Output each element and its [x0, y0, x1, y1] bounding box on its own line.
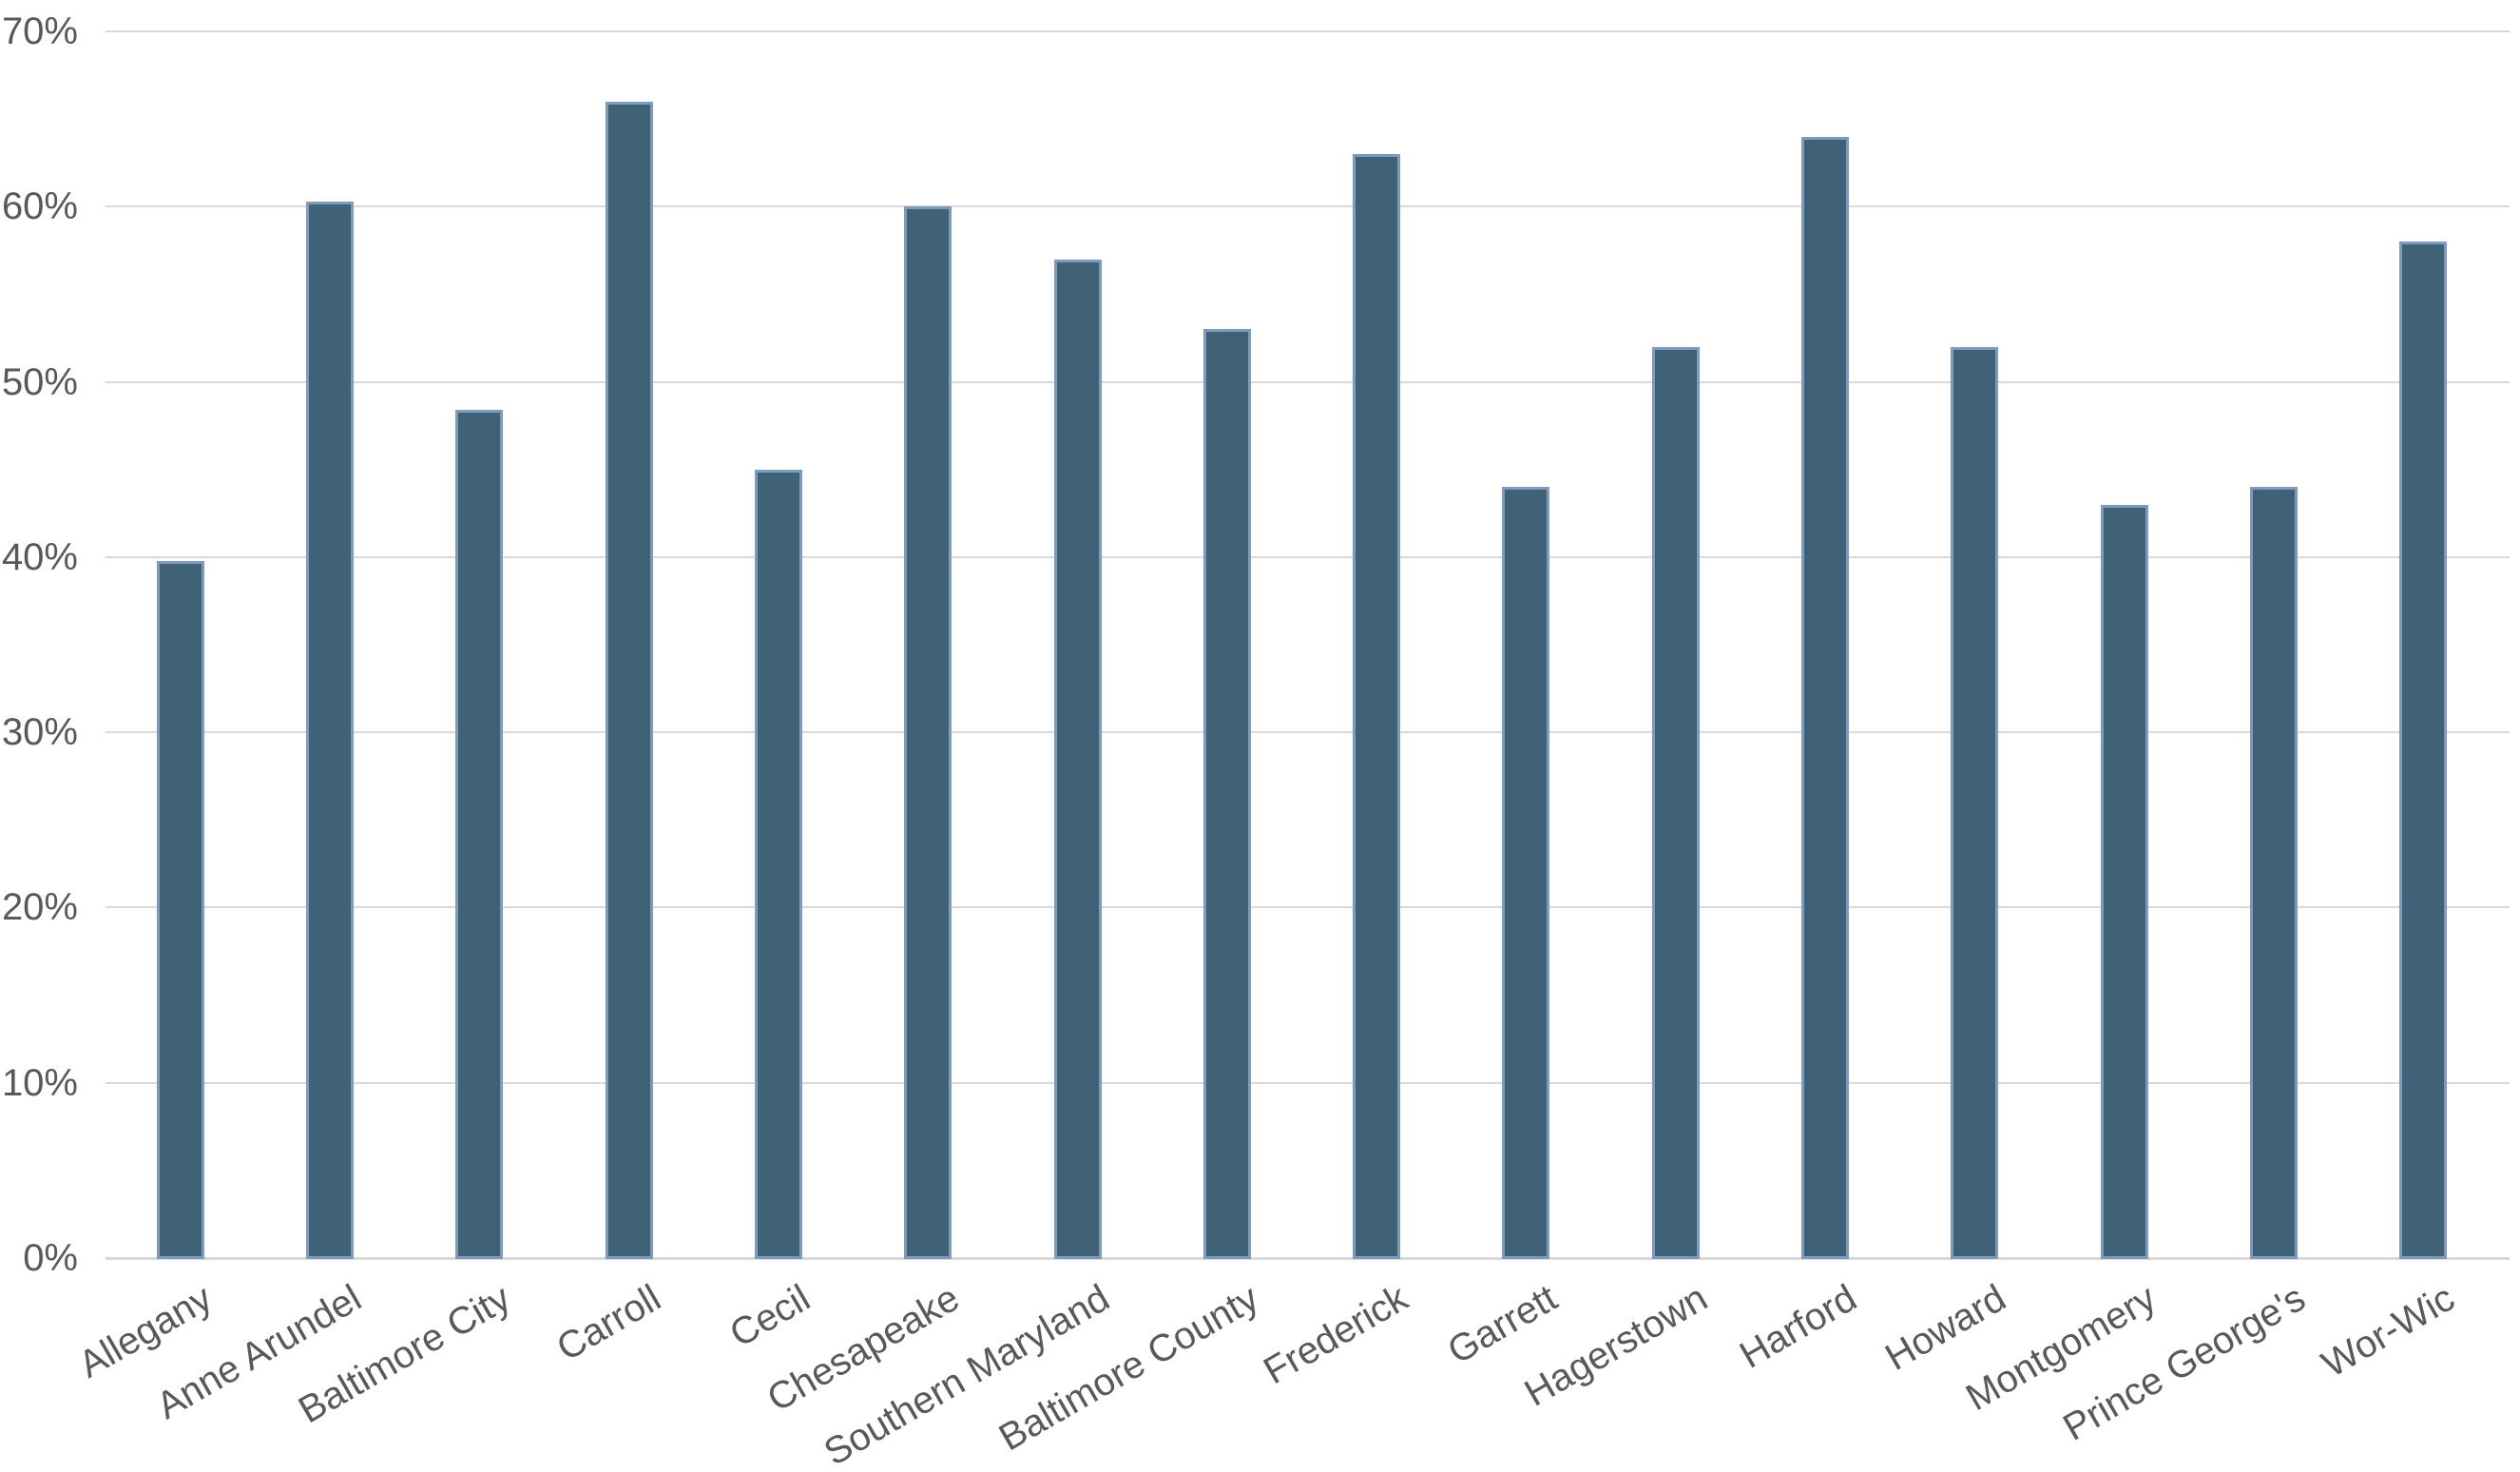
bar-prince-george-s: [2250, 487, 2298, 1259]
y-axis-tick-label: 10%: [1, 1062, 78, 1104]
y-axis-tick-label: 40%: [1, 536, 78, 578]
bar-chesapeake: [904, 206, 952, 1259]
bar-cecil: [755, 470, 802, 1259]
bar-garrett: [1502, 487, 1549, 1259]
gridline: [106, 1082, 2510, 1084]
x-axis-line: [106, 1257, 2510, 1260]
gridline: [106, 381, 2510, 383]
bar-hagerstown: [1652, 347, 1700, 1259]
gridline: [106, 205, 2510, 207]
gridline: [106, 731, 2510, 733]
y-axis-tick-label: 50%: [1, 361, 78, 403]
bar-montgomery: [2101, 505, 2148, 1259]
bar-harford: [1801, 137, 1849, 1259]
bar-frederick: [1353, 154, 1400, 1259]
gridline: [106, 556, 2510, 558]
bar-baltimore-city: [455, 410, 503, 1259]
y-axis-tick-label: 70%: [1, 10, 78, 52]
gridline: [106, 30, 2510, 32]
bar-howard: [1951, 347, 1998, 1259]
bar-anne-arundel: [306, 202, 354, 1259]
y-axis-tick-label: 20%: [1, 886, 78, 928]
gridline: [106, 906, 2510, 908]
y-axis-tick-label: 60%: [1, 185, 78, 227]
bar-carroll: [606, 102, 653, 1259]
bar-southern-maryland: [1054, 260, 1102, 1259]
bar-allegany: [157, 561, 204, 1259]
y-axis-tick-label: 30%: [1, 711, 78, 753]
y-axis-tick-label: 0%: [23, 1237, 78, 1279]
bar-wor-wic: [2399, 242, 2447, 1259]
bar-baltimore-county: [1203, 329, 1251, 1259]
